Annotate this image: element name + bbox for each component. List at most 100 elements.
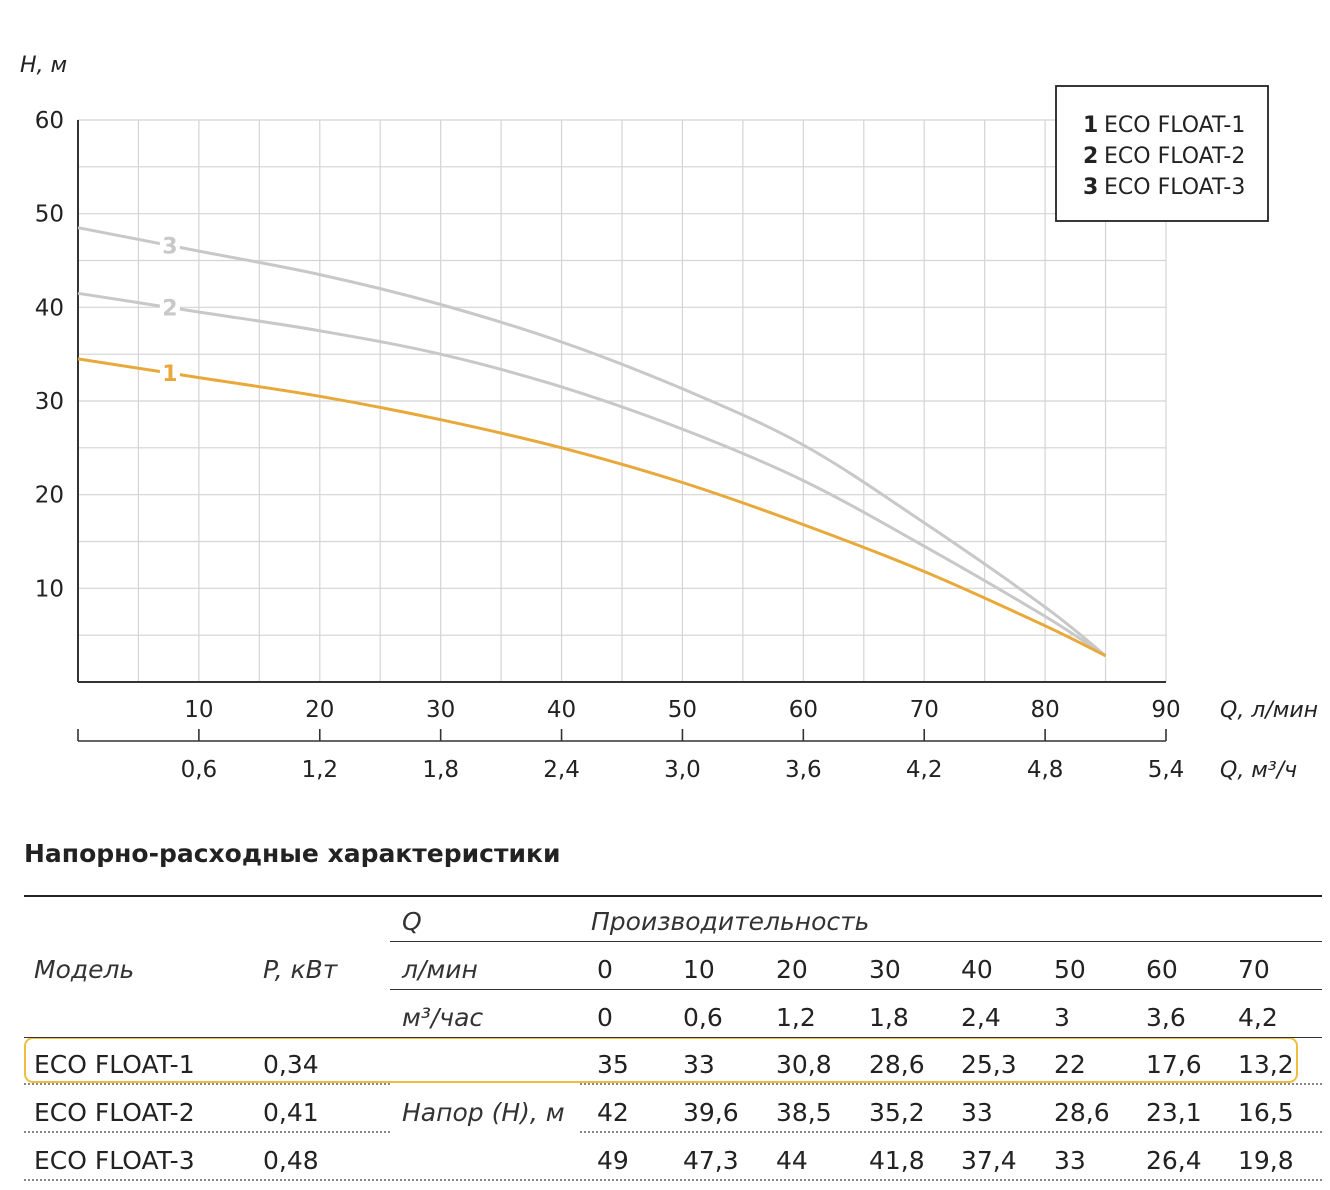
head-value: 35 — [597, 1050, 629, 1079]
x2-tick-label: 1,8 — [422, 757, 459, 783]
power-header: P, кВт — [263, 955, 338, 984]
head-value: 16,5 — [1238, 1098, 1294, 1127]
lmin-label: л/мин — [402, 955, 478, 984]
m3h-value: 1,2 — [776, 1003, 816, 1032]
head-value: 23,1 — [1146, 1098, 1202, 1127]
legend-entry: ECO FLOAT-1 — [1104, 113, 1245, 138]
row-divider — [580, 1083, 1322, 1085]
head-value: 37,4 — [961, 1146, 1017, 1175]
row-divider — [24, 1179, 1322, 1181]
m3-label: м³/час — [402, 1003, 484, 1032]
legend-entry: ECO FLOAT-3 — [1104, 175, 1245, 200]
y-tick-label: 30 — [35, 389, 64, 415]
performance-label: Производительность — [591, 907, 870, 936]
y-tick-label: 20 — [35, 483, 64, 509]
row-divider — [24, 1131, 390, 1133]
lmin-value: 0 — [597, 955, 613, 984]
m3h-value: 2,4 — [961, 1003, 1001, 1032]
head-value: 47,3 — [683, 1146, 739, 1175]
model-name: ECO FLOAT-2 — [34, 1098, 195, 1127]
x2-tick-label: 1,2 — [301, 757, 338, 783]
head-value: 38,5 — [776, 1098, 832, 1127]
curve-label-bg — [159, 231, 180, 260]
table-rule — [24, 1037, 1322, 1038]
head-value: 41,8 — [869, 1146, 925, 1175]
y-tick-label: 60 — [35, 108, 64, 134]
head-value: 26,4 — [1146, 1146, 1202, 1175]
performance-table-section: Напорно-расходные характеристики Q Произ… — [24, 836, 1322, 1187]
q-label: Q — [402, 907, 422, 936]
curve-label: 1 — [162, 362, 177, 387]
legend-number: 2 — [1083, 144, 1098, 169]
series-line-2 — [77, 291, 1107, 658]
x-tick-label: 40 — [547, 697, 576, 723]
x2-tick-label: 5,4 — [1148, 757, 1185, 783]
lmin-value: 30 — [869, 955, 901, 984]
head-value: 28,6 — [1054, 1098, 1110, 1127]
head-value: 25,3 — [961, 1050, 1017, 1079]
head-value: 44 — [776, 1146, 808, 1175]
lmin-value: 40 — [961, 955, 993, 984]
x2-tick-label: 3,6 — [785, 757, 822, 783]
head-value: 30,8 — [776, 1050, 832, 1079]
head-value: 42 — [597, 1098, 629, 1127]
legend-number: 1 — [1083, 113, 1098, 138]
head-value: 49 — [597, 1146, 629, 1175]
head-value: 28,6 — [869, 1050, 925, 1079]
performance-table: Q Производительность Модель P, кВт л/мин… — [24, 895, 1322, 1187]
lmin-value: 20 — [776, 955, 808, 984]
curve-label-bg — [159, 293, 180, 322]
head-value: 33 — [1054, 1146, 1086, 1175]
m3h-value: 0 — [597, 1003, 613, 1032]
head-label: Напор (H), м — [402, 1098, 565, 1127]
head-value: 39,6 — [683, 1098, 739, 1127]
model-name: ECO FLOAT-1 — [34, 1050, 195, 1079]
row-divider — [24, 1083, 390, 1085]
m3h-value: 0,6 — [683, 1003, 723, 1032]
model-name: ECO FLOAT-3 — [34, 1146, 195, 1175]
lmin-value: 70 — [1238, 955, 1270, 984]
x-tick-label: 60 — [789, 697, 818, 723]
head-value: 35,2 — [869, 1098, 925, 1127]
table-title: Напорно-расходные характеристики — [24, 839, 561, 868]
lmin-value: 10 — [683, 955, 715, 984]
legend-number: 3 — [1083, 175, 1098, 200]
x-tick-label: 80 — [1030, 697, 1059, 723]
head-value: 17,6 — [1146, 1050, 1202, 1079]
y-axis-title: H, м — [20, 53, 67, 78]
m3h-value: 3,6 — [1146, 1003, 1186, 1032]
power-value: 0,34 — [263, 1050, 319, 1079]
legend-entry: ECO FLOAT-2 — [1104, 144, 1245, 169]
x-tick-label: 70 — [910, 697, 939, 723]
head-value: 13,2 — [1238, 1050, 1294, 1079]
x-tick-label: 50 — [668, 697, 697, 723]
y-tick-label: 10 — [35, 576, 64, 602]
head-value: 33 — [961, 1098, 993, 1127]
x-tick-label: 30 — [426, 697, 455, 723]
head-value: 22 — [1054, 1050, 1086, 1079]
curve-label-bg — [159, 359, 180, 388]
x2-axis-title: Q, м³/ч — [1220, 758, 1297, 783]
curve-label: 3 — [162, 235, 177, 260]
series-line-1 — [77, 357, 1107, 658]
head-value: 33 — [683, 1050, 715, 1079]
m3h-value: 4,2 — [1238, 1003, 1278, 1032]
performance-chart: 10 20 30 40 50 60 H, м 10 20 30 40 50 60 70 80 90 Q, л/м… — [20, 53, 1318, 783]
series-line-3 — [77, 226, 1107, 657]
x2-tick-label: 0,6 — [181, 757, 218, 783]
x2-tick-label: 4,8 — [1027, 757, 1064, 783]
legend-box — [1055, 85, 1269, 222]
y-tick-label: 40 — [35, 295, 64, 321]
power-value: 0,48 — [263, 1146, 319, 1175]
x-axis-title: Q, л/мин — [1220, 698, 1318, 723]
table-rule — [390, 989, 1322, 990]
row-divider — [580, 1131, 1322, 1133]
lmin-value: 60 — [1146, 955, 1178, 984]
x-tick-label: 90 — [1151, 697, 1180, 723]
table-rule — [390, 941, 1322, 942]
x2-tick-label: 2,4 — [543, 757, 580, 783]
x2-tick-label: 3,0 — [664, 757, 701, 783]
m3h-value: 3 — [1054, 1003, 1070, 1032]
x-tick-label: 10 — [184, 697, 213, 723]
highlight-frame — [24, 1037, 1298, 1083]
